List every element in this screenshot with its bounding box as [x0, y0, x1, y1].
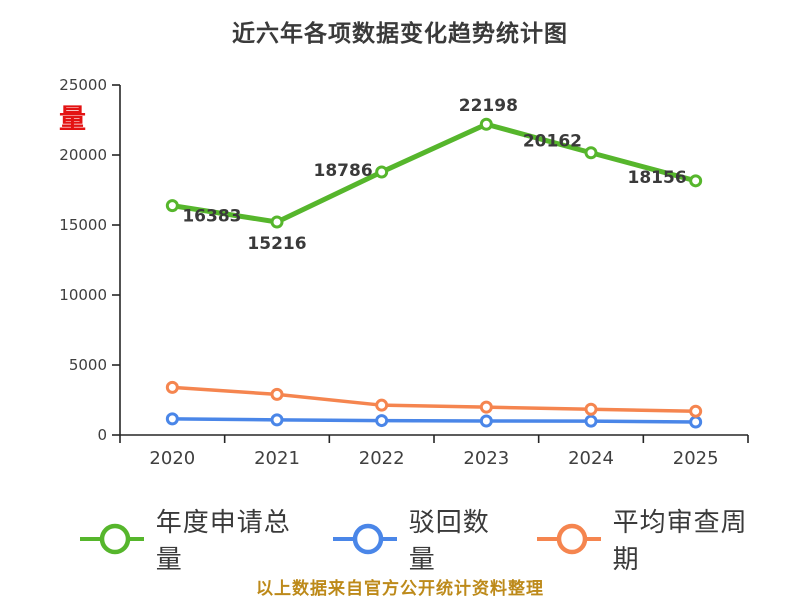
x-tick-label: 2022	[359, 448, 405, 469]
y-tick-label: 0	[97, 426, 107, 444]
data-point-marker	[584, 146, 598, 160]
chart-title: 近六年各项数据变化趋势统计图	[232, 21, 568, 47]
y-tick-label: 20000	[59, 146, 107, 164]
data-point-label: 18786	[314, 161, 373, 181]
x-tick-label: 2020	[149, 448, 195, 469]
y-tick-label: 25000	[59, 76, 107, 94]
data-point-label: 15216	[247, 234, 306, 254]
data-point-marker	[270, 215, 284, 229]
data-point-marker	[375, 165, 389, 179]
data-point-marker	[689, 404, 703, 418]
data-point-marker	[479, 414, 493, 428]
series-line-2	[170, 417, 698, 424]
plot-area: 0 5000 10000 15000 20000 25000 2020 2021 2022 202…	[59, 76, 749, 469]
data-point-marker	[689, 174, 703, 188]
legend-item-series3[interactable]: 平均审查周期	[536, 502, 760, 576]
y-tick-label: 5000	[69, 356, 107, 374]
data-point-marker	[375, 398, 389, 412]
data-point-marker	[165, 199, 179, 213]
data-point-label: 18156	[628, 168, 687, 188]
data-point-marker	[479, 117, 493, 131]
legend-marker-orange-icon	[536, 523, 601, 555]
x-tick-label: 2023	[463, 448, 509, 469]
x-tick-label: 2021	[254, 448, 300, 469]
data-point-label: 16383	[182, 207, 241, 227]
legend-marker-green-icon	[80, 523, 144, 555]
data-point-label: 20162	[523, 132, 582, 152]
legend-marker-blue-icon	[333, 523, 397, 555]
series-line-1	[169, 121, 699, 225]
y-tick-label: 15000	[59, 216, 107, 234]
data-point-marker	[375, 414, 389, 428]
data-point-marker	[165, 380, 179, 394]
data-point-marker	[270, 413, 284, 427]
legend-item-series2[interactable]: 驳回数量	[333, 502, 507, 576]
legend-label-series2: 驳回数量	[408, 508, 490, 575]
legend-label-series3: 平均审查周期	[612, 508, 748, 575]
y-tick-label: 10000	[59, 286, 107, 304]
data-point-label: 22198	[459, 96, 518, 116]
data-point-marker	[165, 412, 179, 426]
y-axis-label: 量	[54, 104, 85, 131]
x-tick-label: 2024	[568, 448, 614, 469]
source-caption: 以上数据来自官方公开统计资料整理	[256, 579, 544, 599]
x-tick-label: 2025	[673, 448, 719, 469]
legend-item-series1[interactable]: 年度申请总量	[80, 502, 303, 576]
data-point-marker	[270, 387, 284, 401]
legend: 年度申请总量 驳回数量 平均审查周期	[80, 508, 760, 575]
legend-label-series1: 年度申请总量	[155, 508, 291, 575]
series-line-3	[170, 385, 698, 413]
data-point-marker	[479, 400, 493, 414]
data-point-marker	[584, 402, 598, 416]
data-point-marker	[689, 415, 703, 429]
data-point-marker	[584, 414, 598, 428]
